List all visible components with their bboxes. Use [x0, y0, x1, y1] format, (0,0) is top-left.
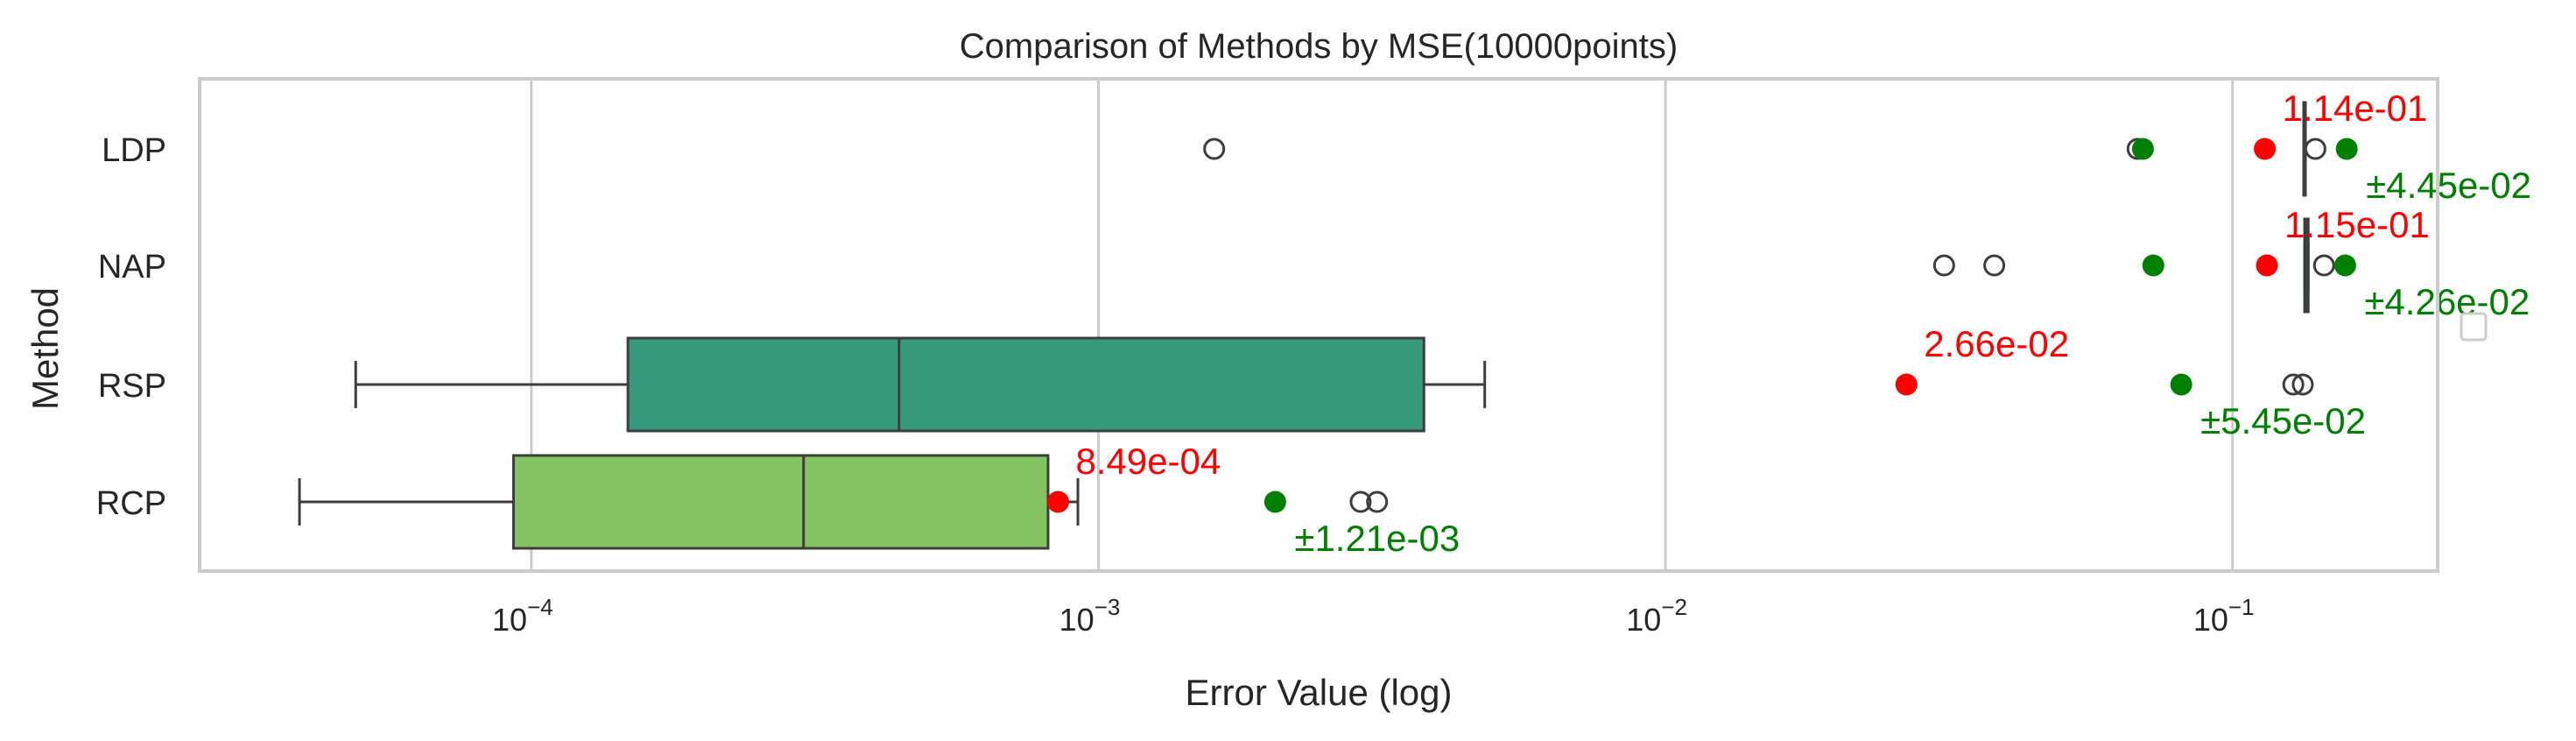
x-tick-exponent: −2 — [1661, 594, 1687, 620]
chart-title: Comparison of Methods by MSE(10000points… — [960, 27, 1678, 66]
std-marker — [2333, 254, 2356, 277]
std-marker — [2142, 254, 2164, 277]
outlier-point — [2312, 254, 2335, 277]
annotations: 1.14e-01 1.15e-01 2.66e-02 8.49e-04 ±4.45e-0… — [1075, 88, 2531, 559]
mean-label: 1.15e-01 — [2284, 204, 2430, 245]
x-tick-base: 10 — [1059, 602, 1094, 638]
x-tick-exponent: −3 — [1094, 594, 1121, 620]
mean-label: 8.49e-04 — [1075, 441, 1221, 482]
y-tick-labels: LDP NAP RSP RCP — [96, 132, 166, 522]
outlier-point — [1932, 254, 1955, 277]
y-tick-label: RSP — [98, 368, 166, 405]
x-tick-base: 10 — [492, 602, 527, 638]
std-marker — [2131, 138, 2154, 160]
x-axis-label: Error Value (log) — [1186, 672, 1453, 713]
box-rsp — [626, 336, 1425, 433]
x-tick-label: 10−1 — [2193, 594, 2255, 638]
y-tick-label: NAP — [98, 249, 166, 286]
x-tick-base: 10 — [2193, 602, 2228, 638]
x-tick-labels: 10−4 10−3 10−2 10−1 — [492, 594, 2255, 638]
outlier-point — [2282, 373, 2305, 396]
outlier-point — [1349, 490, 1372, 513]
plot-frame — [198, 77, 2439, 573]
x-tick-label: 10−2 — [1626, 594, 1687, 638]
mean-marker — [1895, 373, 1918, 396]
std-label: ±5.45e-02 — [2200, 400, 2366, 441]
x-tick-exponent: −1 — [2228, 594, 2255, 620]
mean-label: 1.14e-01 — [2283, 88, 2428, 129]
outlier-point — [2304, 138, 2326, 160]
y-tick-label: LDP — [102, 132, 166, 169]
boxplots — [298, 101, 2335, 550]
std-marker — [2335, 138, 2358, 160]
outlier-point — [1366, 490, 1389, 513]
mean-marker — [1046, 490, 1069, 513]
legend-box — [2460, 312, 2488, 342]
mean-marker — [2256, 254, 2278, 277]
mean-marker — [2254, 138, 2277, 160]
box-rcp — [511, 454, 1050, 550]
x-tick-label: 10−4 — [492, 594, 553, 638]
y-tick-label: RCP — [96, 485, 166, 522]
outlier-point — [1203, 138, 1226, 160]
x-tick-base: 10 — [1626, 602, 1661, 638]
std-label: ±4.26e-02 — [2364, 281, 2530, 322]
markers — [1046, 138, 2358, 513]
x-tick-label: 10−3 — [1059, 594, 1121, 638]
std-marker — [2170, 373, 2192, 396]
outlier-point — [1983, 254, 2006, 277]
std-label: ±1.21e-03 — [1294, 518, 1460, 559]
y-axis-label: Method — [25, 287, 66, 410]
outlier-point — [2291, 373, 2314, 396]
x-tick-exponent: −4 — [527, 594, 553, 620]
mean-label: 2.66e-02 — [1924, 323, 2069, 364]
std-label: ±4.45e-02 — [2366, 165, 2531, 206]
std-marker — [1263, 490, 1286, 513]
